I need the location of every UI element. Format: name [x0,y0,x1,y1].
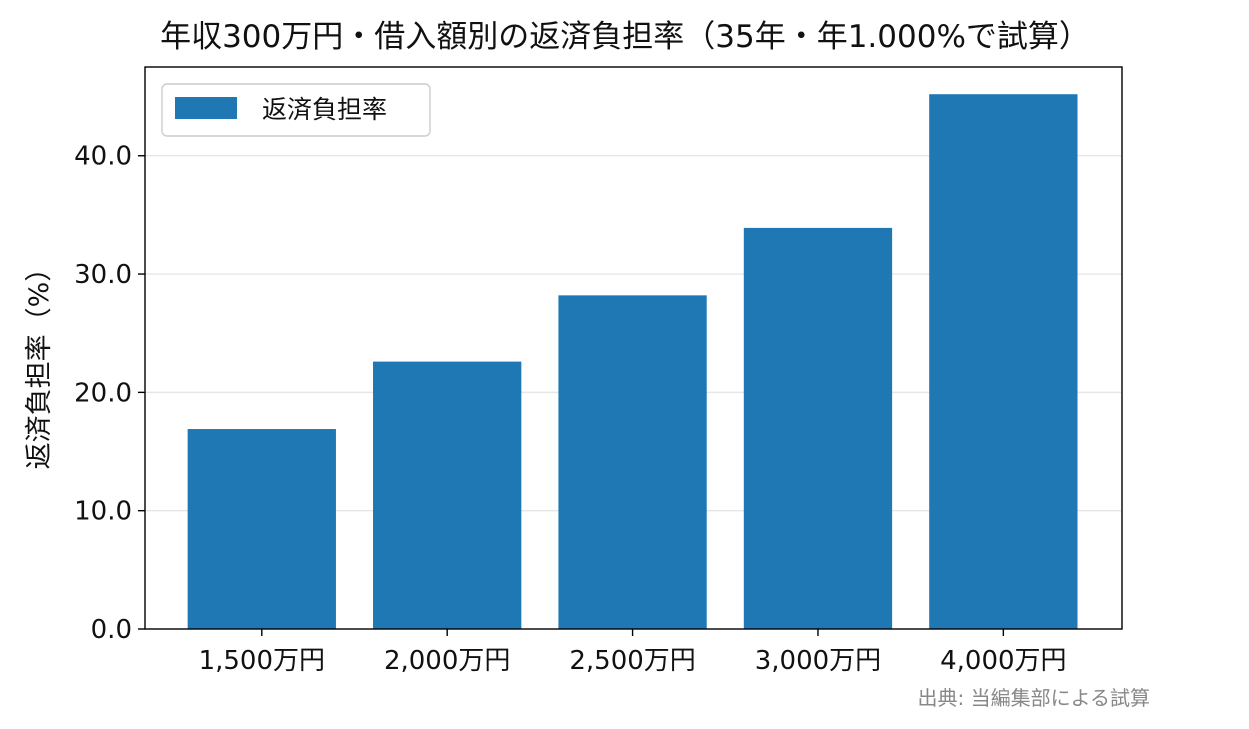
bar [187,429,336,629]
y-axis-ticks: 0.0 10.0 20.0 30.0 40.0 [74,142,145,645]
y-tick-label: 20.0 [74,378,132,408]
x-tick-label: 2,000万円 [384,646,510,676]
source-note: 出典: 当編集部による試算 [918,686,1151,710]
x-axis-ticks: 1,500万円 2,000万円 2,500万円 3,000万円 4,000万円 [199,629,1067,676]
x-tick-label: 2,500万円 [569,646,695,676]
y-tick-label: 30.0 [74,260,132,290]
y-tick-label: 10.0 [74,497,132,527]
y-tick-label: 0.0 [91,615,132,645]
bars [187,94,1078,629]
y-axis-label: 返済負担率（%） [24,255,55,470]
legend: 返済負担率 [161,83,431,137]
bar [929,94,1078,629]
x-tick-label: 1,500万円 [199,646,325,676]
bar [373,361,522,629]
legend-label: 返済負担率 [262,95,387,124]
bar [558,295,707,629]
chart-title: 年収300万円・借入額別の返済負担率（35年・年1.000%で試算） [160,19,1090,55]
x-tick-label: 3,000万円 [755,646,881,676]
x-tick-label: 4,000万円 [940,646,1066,676]
y-tick-label: 40.0 [74,142,132,172]
legend-swatch [175,97,237,119]
bar [743,227,893,629]
plot-frame [144,66,1123,630]
